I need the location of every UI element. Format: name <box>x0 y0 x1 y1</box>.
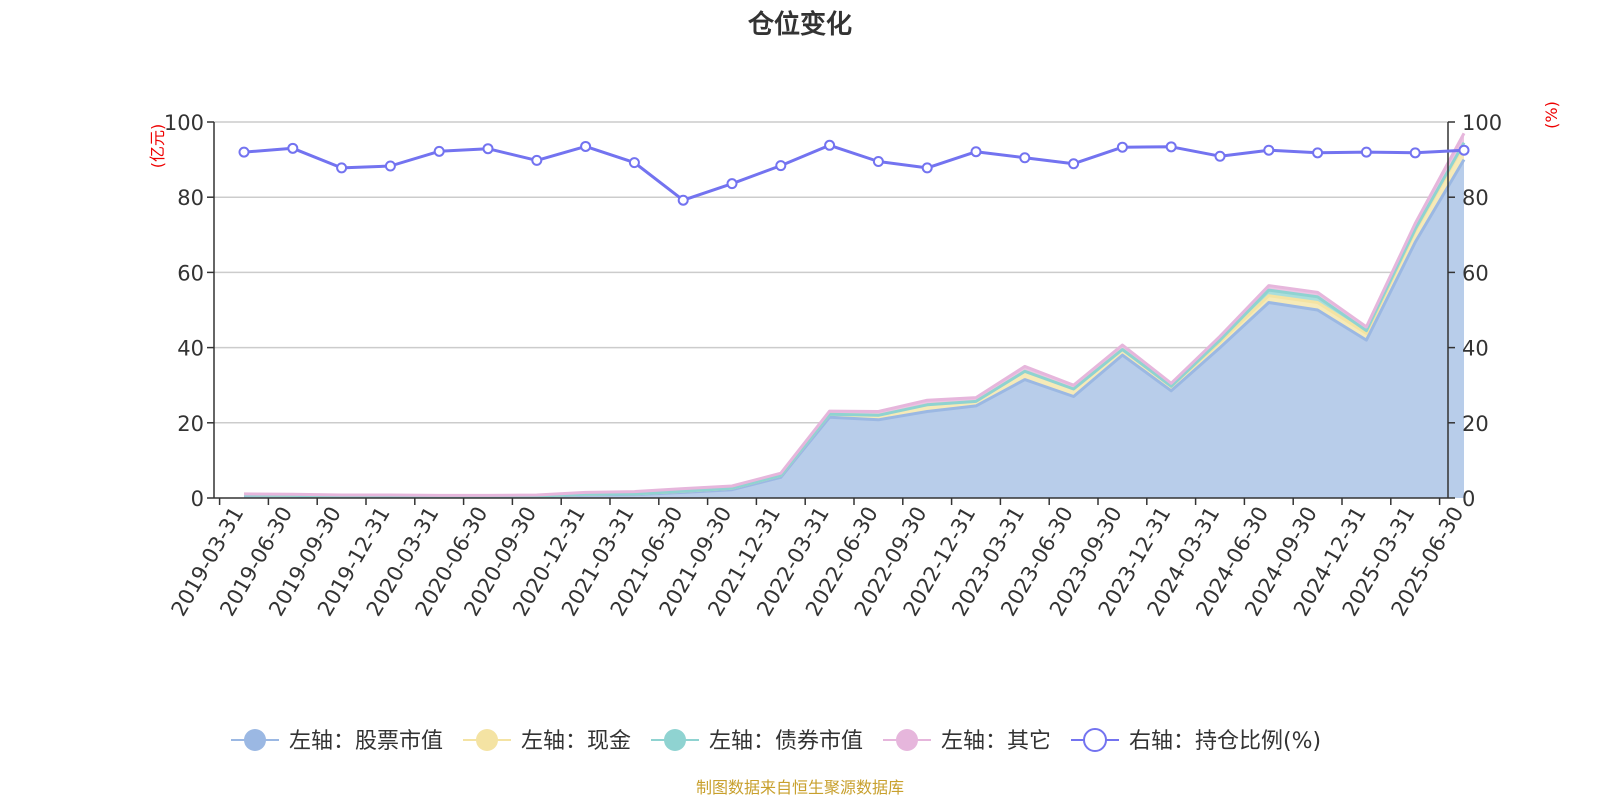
legend-marker <box>1083 728 1107 752</box>
ratio-point <box>970 146 982 158</box>
left-tick-label: 40 <box>177 337 204 361</box>
position-ratio-series <box>238 139 1470 206</box>
legend-item[interactable]: 左轴：债券市值 <box>651 729 863 754</box>
stacked-areas <box>243 132 1466 499</box>
ratio-point <box>1068 158 1080 170</box>
legend-label: 左轴：股票市值 <box>289 729 443 754</box>
ratio-point <box>677 194 689 206</box>
ratio-point <box>1263 144 1275 156</box>
ratio-point <box>1019 152 1031 164</box>
legend-marker <box>896 729 918 751</box>
ratio-point <box>628 157 640 169</box>
right-tick-label: 0 <box>1462 487 1475 511</box>
line-左轴：其它 <box>243 132 1466 497</box>
ratio-point <box>580 140 592 152</box>
ratio-point <box>238 146 250 158</box>
legend-marker <box>664 729 686 751</box>
source-note: 制图数据来自恒生聚源数据库 <box>696 778 904 797</box>
left-tick-label: 80 <box>177 186 204 210</box>
left-tick-label: 20 <box>177 412 204 436</box>
right-tick-label: 60 <box>1462 261 1489 285</box>
legend-item[interactable]: 左轴：现金 <box>463 729 631 754</box>
right-axis-unit: (%) <box>1542 101 1561 129</box>
ratio-point <box>482 143 494 155</box>
legend-item[interactable]: 左轴：股票市值 <box>231 729 443 754</box>
legend-label: 左轴：其它 <box>941 729 1051 754</box>
ratio-point <box>1214 150 1226 162</box>
right-tick-label: 100 <box>1462 111 1502 135</box>
ratio-line <box>243 143 1465 202</box>
left-tick-label: 60 <box>177 261 204 285</box>
legend-label: 左轴：现金 <box>521 729 631 754</box>
ratio-point <box>921 162 933 174</box>
ratio-point <box>1312 147 1324 159</box>
ratio-point <box>1409 147 1421 159</box>
left-tick-label: 100 <box>164 111 204 135</box>
ratio-point <box>1360 146 1372 158</box>
legend-label: 右轴：持仓比例(%) <box>1129 729 1321 754</box>
chart-title: 仓位变化 <box>747 9 852 40</box>
legend-item[interactable]: 右轴：持仓比例(%) <box>1071 728 1321 754</box>
ratio-point <box>726 178 738 190</box>
legend-label: 左轴：债券市值 <box>709 729 863 754</box>
ratio-point <box>872 155 884 167</box>
left-tick-label: 0 <box>191 487 204 511</box>
area-左轴：股票市值 <box>244 159 1464 498</box>
ratio-point <box>287 142 299 154</box>
ratio-point <box>433 145 445 157</box>
ratio-point <box>531 154 543 166</box>
legend-marker <box>244 729 266 751</box>
ratio-point <box>775 160 787 172</box>
ratio-point <box>336 162 348 174</box>
ratio-point <box>1458 144 1470 156</box>
ratio-point <box>824 139 836 151</box>
right-tick-label: 80 <box>1462 186 1489 210</box>
right-tick-label: 40 <box>1462 337 1489 361</box>
ratio-point <box>384 160 396 172</box>
right-tick-label: 20 <box>1462 412 1489 436</box>
legend-item[interactable]: 左轴：其它 <box>883 729 1051 754</box>
ratio-point <box>1165 141 1177 153</box>
left-axis-unit: (亿元) <box>148 124 167 169</box>
legend[interactable]: 左轴：股票市值 左轴：现金 左轴：债券市值 左轴：其它 右轴：持仓比例(%) <box>231 728 1321 754</box>
legend-marker <box>476 729 498 751</box>
ratio-point <box>1116 141 1128 153</box>
